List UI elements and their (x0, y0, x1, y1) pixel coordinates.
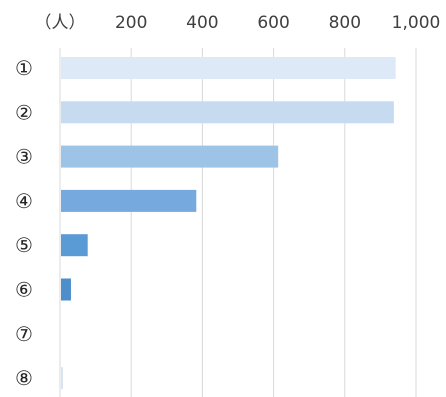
bar (61, 234, 88, 257)
bar (61, 101, 394, 124)
bars (61, 57, 396, 390)
x-tick-labels: 200 400 600 800 1,000 (115, 13, 440, 33)
x-tick-label: 800 (329, 13, 361, 33)
category-label: ⑦ (15, 322, 33, 346)
category-label: ④ (15, 189, 33, 213)
category-label: ③ (15, 145, 33, 169)
category-label: ⑤ (15, 233, 33, 257)
bar (61, 189, 197, 212)
x-tick-label: 400 (186, 13, 218, 33)
x-tick-label: 1,000 (392, 13, 441, 33)
category-labels: ① ② ③ ④ ⑤ ⑥ ⑦ ⑧ (15, 56, 33, 390)
category-label: ② (15, 100, 33, 124)
category-label: ⑥ (15, 278, 33, 302)
bar (61, 278, 71, 301)
x-axis-unit-label: （人） (35, 13, 86, 33)
grid-lines (59, 48, 417, 397)
category-label: ⑧ (15, 366, 33, 390)
category-label: ① (15, 56, 33, 80)
bar (61, 57, 396, 79)
bar (61, 145, 279, 168)
x-tick-label: 600 (257, 13, 289, 33)
bar (61, 367, 63, 390)
x-tick-label: 200 (115, 13, 147, 33)
